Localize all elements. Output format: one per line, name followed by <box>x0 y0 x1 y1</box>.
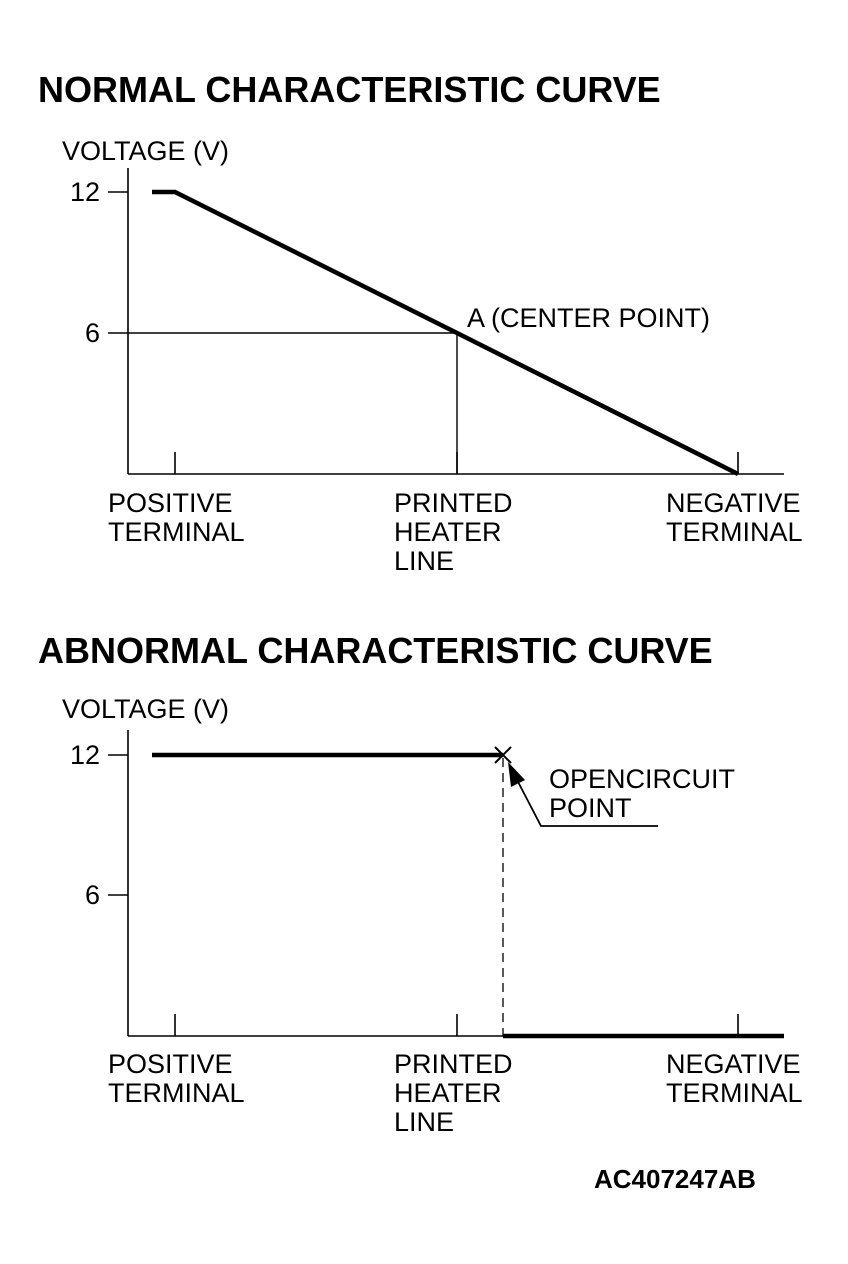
diagram-code: AC407247AB <box>594 1164 756 1194</box>
normal-x-label-negative-1: NEGATIVE <box>666 488 801 518</box>
abnormal-y-axis-label: VOLTAGE (V) <box>62 694 229 724</box>
normal-y-tick-label-6: 6 <box>85 318 100 348</box>
normal-x-label-positive-1: POSITIVE <box>108 488 233 518</box>
normal-y-axis-label: VOLTAGE (V) <box>62 136 229 166</box>
abnormal-chart-title: ABNORMAL CHARACTERISTIC CURVE <box>38 630 713 671</box>
normal-x-label-heater-2: HEATER <box>394 517 502 547</box>
abnormal-x-label-heater-3: LINE <box>394 1107 454 1137</box>
normal-chart: NORMAL CHARACTERISTIC CURVE VOLTAGE (V) … <box>38 69 803 576</box>
abnormal-x-label-positive-1: POSITIVE <box>108 1049 233 1079</box>
normal-x-label-heater-3: LINE <box>394 546 454 576</box>
normal-x-label-positive-2: TERMINAL <box>108 517 245 547</box>
normal-y-tick-label-12: 12 <box>70 177 100 207</box>
abnormal-y-tick-label-12: 12 <box>70 740 100 770</box>
open-circuit-x-marker <box>494 746 512 764</box>
open-circuit-label-1: OPENCIRCUIT <box>549 764 735 794</box>
open-circuit-label-2: POINT <box>549 793 632 823</box>
abnormal-x-label-negative-1: NEGATIVE <box>666 1049 801 1079</box>
abnormal-y-tick-label-6: 6 <box>85 880 100 910</box>
normal-center-point-label: A (CENTER POINT) <box>467 303 710 333</box>
normal-voltage-curve <box>152 189 740 477</box>
normal-x-label-negative-2: TERMINAL <box>666 517 803 547</box>
abnormal-x-label-heater-2: HEATER <box>394 1078 502 1108</box>
abnormal-x-label-negative-2: TERMINAL <box>666 1078 803 1108</box>
abnormal-x-label-positive-2: TERMINAL <box>108 1078 245 1108</box>
abnormal-chart: ABNORMAL CHARACTERISTIC CURVE VOLTAGE (V… <box>38 630 803 1137</box>
open-circuit-leader-arrow <box>508 762 658 827</box>
abnormal-x-label-heater-1: PRINTED <box>394 1049 513 1079</box>
normal-chart-title: NORMAL CHARACTERISTIC CURVE <box>38 69 661 110</box>
normal-x-label-heater-1: PRINTED <box>394 488 513 518</box>
